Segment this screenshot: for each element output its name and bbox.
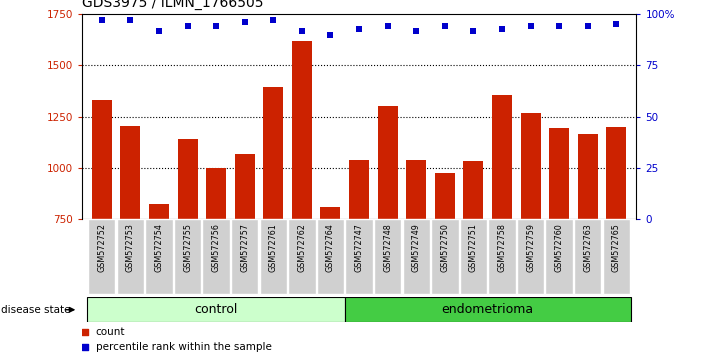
Bar [402, 219, 430, 294]
Text: GSM572761: GSM572761 [269, 223, 278, 272]
Bar [288, 219, 316, 294]
Bar [316, 219, 344, 294]
Point [353, 26, 365, 32]
Point [154, 28, 165, 33]
Bar [349, 160, 369, 219]
Text: percentile rank within the sample: percentile rank within the sample [95, 342, 272, 352]
Text: GDS3975 / ILMN_1766505: GDS3975 / ILMN_1766505 [82, 0, 263, 10]
Text: GSM572751: GSM572751 [469, 223, 478, 272]
Text: GSM572759: GSM572759 [526, 223, 535, 272]
Bar [346, 219, 373, 294]
Bar [549, 128, 570, 219]
Bar [517, 219, 545, 294]
Point [410, 28, 422, 33]
Bar [374, 219, 402, 294]
Bar [235, 154, 255, 219]
Point [296, 28, 308, 33]
Point [468, 28, 479, 33]
Bar [203, 219, 230, 294]
Bar [120, 126, 140, 219]
Bar [117, 219, 144, 294]
Bar [574, 219, 602, 294]
Text: control: control [194, 303, 237, 316]
Bar [520, 113, 540, 219]
Text: endometrioma: endometrioma [442, 303, 534, 316]
Text: GSM572749: GSM572749 [412, 223, 421, 272]
Text: GSM572756: GSM572756 [212, 223, 220, 272]
Text: GSM572747: GSM572747 [355, 223, 363, 272]
Bar [345, 297, 631, 322]
Bar [292, 41, 312, 219]
Text: GSM572753: GSM572753 [126, 223, 135, 272]
Text: GSM572750: GSM572750 [440, 223, 449, 272]
Text: GSM572762: GSM572762 [297, 223, 306, 272]
Point [325, 32, 336, 38]
Text: GSM572760: GSM572760 [555, 223, 564, 272]
Bar [406, 160, 426, 219]
Bar [173, 219, 201, 294]
Text: GSM572758: GSM572758 [498, 223, 506, 272]
Point [582, 24, 594, 29]
Text: GSM572754: GSM572754 [154, 223, 164, 272]
Text: disease state: disease state [1, 305, 71, 315]
Point [239, 19, 250, 25]
Point [378, 276, 390, 282]
Point [124, 17, 136, 23]
Point [267, 17, 279, 23]
Point [525, 24, 536, 29]
Bar [263, 87, 283, 219]
Text: GSM572765: GSM572765 [612, 223, 621, 272]
Bar [149, 204, 169, 219]
Point [210, 24, 222, 29]
Bar [435, 173, 455, 219]
Point [182, 24, 193, 29]
Text: GSM572757: GSM572757 [240, 223, 250, 272]
Bar [545, 219, 573, 294]
Bar [178, 139, 198, 219]
Bar [578, 134, 598, 219]
Bar [260, 219, 287, 294]
Point [553, 24, 565, 29]
Point [496, 26, 508, 32]
Point [439, 24, 451, 29]
Point [611, 22, 622, 27]
Text: GSM572752: GSM572752 [97, 223, 106, 272]
Point [382, 24, 393, 29]
Bar [606, 127, 626, 219]
Bar [231, 219, 258, 294]
Text: GSM572764: GSM572764 [326, 223, 335, 272]
Bar [603, 219, 630, 294]
Bar [460, 219, 487, 294]
Bar [492, 95, 512, 219]
Bar [88, 219, 115, 294]
Text: count: count [95, 327, 125, 337]
Text: GSM572755: GSM572755 [183, 223, 192, 272]
Bar [431, 219, 459, 294]
Bar [145, 219, 173, 294]
Bar [321, 207, 341, 219]
Text: GSM572748: GSM572748 [383, 223, 392, 272]
Bar [378, 105, 397, 219]
Point [96, 17, 107, 23]
Bar [87, 297, 345, 322]
Bar [206, 168, 226, 219]
Bar [92, 101, 112, 219]
Bar [464, 161, 483, 219]
Point [378, 139, 390, 145]
Bar [488, 219, 515, 294]
Text: GSM572763: GSM572763 [583, 223, 592, 272]
